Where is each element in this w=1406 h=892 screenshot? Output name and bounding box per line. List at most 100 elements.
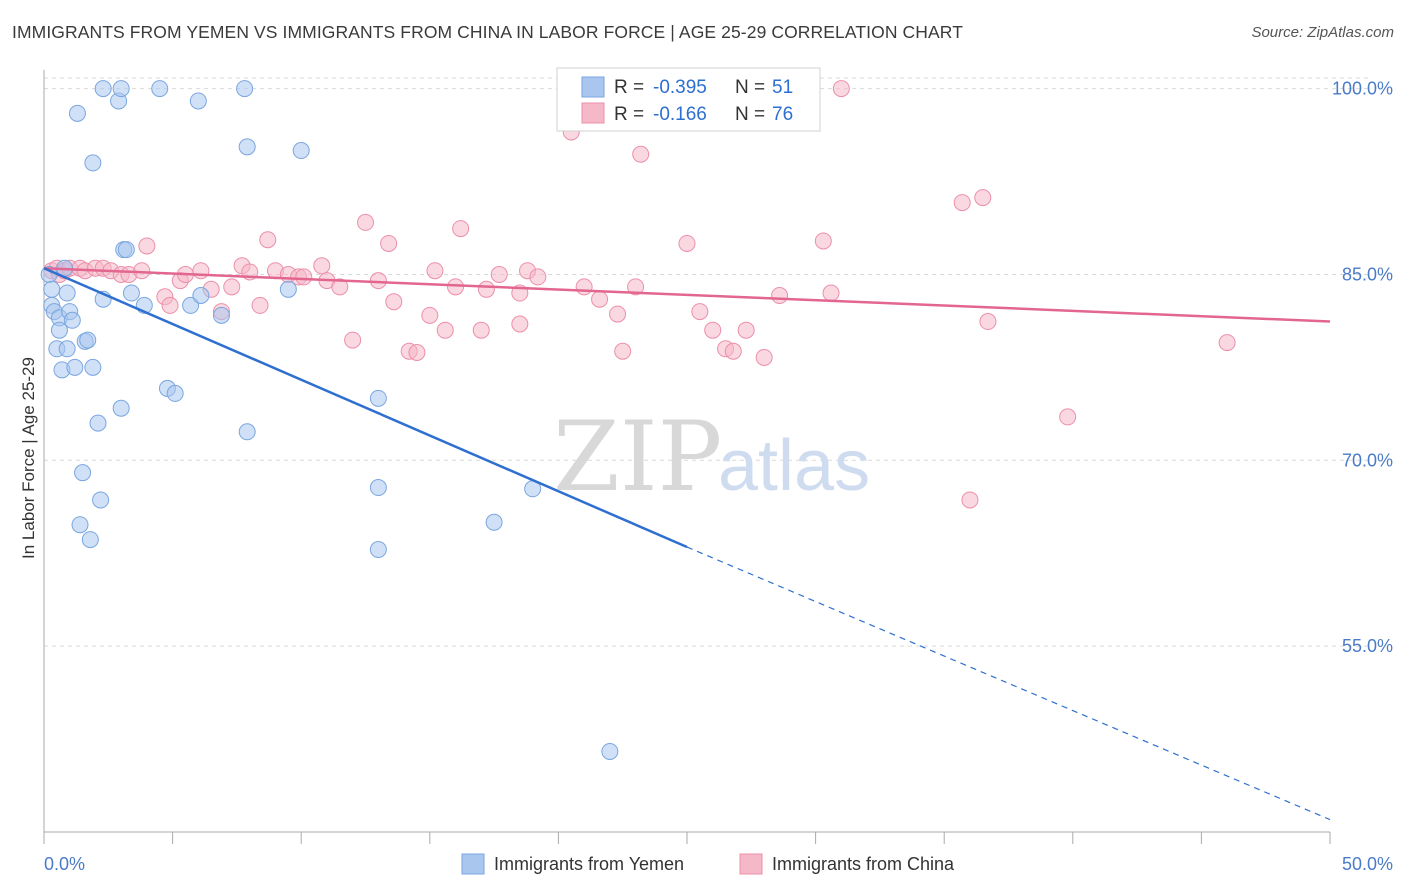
watermark-zip: ZIP <box>553 401 722 513</box>
yemen-point-14 <box>68 104 86 122</box>
legend-r-label-china: R = <box>614 104 644 125</box>
china-point-56 <box>614 342 632 360</box>
legend-n-label-yemen: N = <box>735 77 765 98</box>
china-point-74 <box>1059 408 1077 426</box>
china-point-32 <box>331 278 349 296</box>
china-point-57 <box>627 278 645 296</box>
yemen-point-1 <box>43 280 61 298</box>
yemen-point-39 <box>212 306 230 324</box>
china-point-43 <box>447 278 465 296</box>
china-trend-line <box>43 266 1331 323</box>
y-tick-label-3: 100.0% <box>1332 79 1393 99</box>
yemen-point-33 <box>151 80 169 98</box>
y-tick-label-1: 70.0% <box>1342 450 1393 470</box>
china-point-42 <box>436 321 454 339</box>
yemen-point-18 <box>79 331 97 349</box>
yemen-point-50 <box>601 742 619 760</box>
watermark-atlas: atlas <box>718 426 870 506</box>
yemen-point-40 <box>236 80 254 98</box>
yemen-point-36 <box>182 296 200 314</box>
bottom-legend: Immigrants from Yemen Immigrants from Ch… <box>461 853 955 875</box>
bottom-legend-label-china: Immigrants from China <box>772 854 955 874</box>
legend-r-label-yemen: R = <box>614 77 644 98</box>
china-point-30 <box>313 257 331 275</box>
yemen-point-6 <box>50 321 68 339</box>
legend-r-value-china: -0.166 <box>653 104 707 125</box>
china-point-25 <box>259 231 277 249</box>
china-point-33 <box>344 331 362 349</box>
y-axis-label: In Labor Force | Age 25-29 <box>19 357 38 559</box>
china-point-45 <box>472 321 490 339</box>
yemen-point-27 <box>112 80 130 98</box>
yemen-point-13 <box>66 358 84 376</box>
legend-r-value-yemen: -0.395 <box>653 77 707 98</box>
china-point-21 <box>223 278 241 296</box>
yemen-point-37 <box>189 92 207 110</box>
china-point-12 <box>133 262 151 280</box>
yemen-point-30 <box>117 241 135 259</box>
yemen-point-23 <box>92 491 110 509</box>
china-point-55 <box>609 305 627 323</box>
china-point-64 <box>737 321 755 339</box>
yemen-point-9 <box>58 340 76 358</box>
yemen-point-22 <box>89 414 107 432</box>
yemen-point-15 <box>71 516 89 534</box>
yemen-point-47 <box>369 541 387 559</box>
china-point-75 <box>1218 334 1236 352</box>
china-point-15 <box>161 296 179 314</box>
yemen-trend-extension <box>686 546 1331 821</box>
gridlines <box>44 77 1370 647</box>
yemen-point-19 <box>81 531 99 549</box>
china-point-71 <box>961 491 979 509</box>
yemen-point-35 <box>166 384 184 402</box>
china-point-58 <box>632 145 650 163</box>
yemen-point-16 <box>74 464 92 482</box>
china-point-39 <box>408 343 426 361</box>
yemen-point-38 <box>192 287 210 305</box>
china-point-41 <box>426 262 444 280</box>
yemen-point-21 <box>84 358 102 376</box>
bottom-legend-swatch-china <box>739 853 763 875</box>
bottom-legend-swatch-yemen <box>461 853 485 875</box>
china-point-67 <box>814 232 832 250</box>
china-point-68 <box>822 284 840 302</box>
legend-n-value-china: 76 <box>772 104 793 125</box>
yemen-point-10 <box>58 284 76 302</box>
china-point-18 <box>192 262 210 280</box>
china-point-59 <box>678 234 696 252</box>
trend-lines <box>43 266 1331 821</box>
yemen-trend-line <box>43 267 688 549</box>
china-point-73 <box>979 313 997 331</box>
china-point-13 <box>138 237 156 255</box>
legend-n-value-yemen: 51 <box>772 77 793 98</box>
china-point-70 <box>953 194 971 212</box>
china-point-24 <box>251 296 269 314</box>
china-point-66 <box>771 287 789 305</box>
chart-source: Source: ZipAtlas.com <box>1251 24 1394 41</box>
china-point-51 <box>529 268 547 286</box>
legend-swatch-yemen <box>581 76 605 98</box>
yemen-point-45 <box>369 389 387 407</box>
yemen-point-43 <box>279 280 297 298</box>
china-point-29 <box>295 268 313 286</box>
x-tick-label-0: 0.0% <box>44 854 85 874</box>
legend: R = -0.395 N = 51 R = -0.166 N = 76 <box>556 67 821 132</box>
china-point-61 <box>704 321 722 339</box>
axes <box>43 70 1331 844</box>
china-point-72 <box>974 189 992 207</box>
x-tick-label-1: 50.0% <box>1342 854 1393 874</box>
yemen-point-44 <box>292 142 310 160</box>
china-point-69 <box>832 80 850 98</box>
yemen-point-12 <box>63 311 81 329</box>
china-point-53 <box>575 278 593 296</box>
china-point-44 <box>452 220 470 238</box>
series-yemen-points <box>40 80 619 760</box>
legend-n-label-china: N = <box>735 104 765 125</box>
y-tick-label-2: 85.0% <box>1342 264 1393 284</box>
china-point-60 <box>691 303 709 321</box>
china-point-54 <box>591 290 609 308</box>
china-point-65 <box>755 348 773 366</box>
china-point-63 <box>724 342 742 360</box>
yemen-point-28 <box>112 399 130 417</box>
